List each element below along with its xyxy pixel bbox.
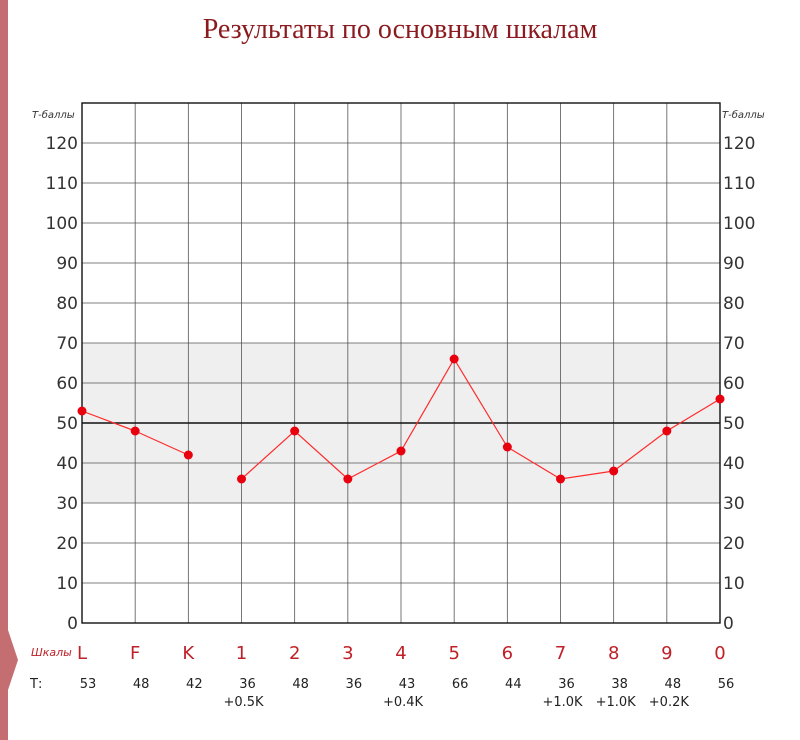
data-point-1 <box>237 474 246 484</box>
scale-label-5: 5 <box>448 643 459 664</box>
values-row-caption: Т: <box>29 677 42 692</box>
x-axis-caption: Шкалы <box>31 646 72 659</box>
data-point-4 <box>396 446 406 456</box>
left-accent-notch <box>8 630 18 690</box>
scale-correction-9: +0.2K <box>649 695 690 710</box>
y-tick-label-left: 90 <box>56 254 78 274</box>
scale-label-3: 3 <box>342 643 353 664</box>
data-point-9 <box>662 426 672 436</box>
y-tick-label-right: 70 <box>723 334 745 354</box>
y-tick-label-right: 90 <box>723 254 745 274</box>
scale-label-F: F <box>130 643 140 664</box>
scale-value-1: 36 <box>239 677 256 692</box>
scale-value-6: 44 <box>505 677 522 692</box>
scale-value-9: 48 <box>665 677 682 692</box>
y-tick-label-left: 100 <box>46 214 78 234</box>
y-axis-caption-left: Т-баллы <box>32 109 75 121</box>
scale-correction-1: +0.5K <box>223 695 264 710</box>
scale-value-4: 43 <box>399 677 416 692</box>
y-tick-label-right: 110 <box>723 174 755 194</box>
scale-correction-7: +1.0K <box>542 695 583 710</box>
scale-value-8: 38 <box>611 677 628 692</box>
y-tick-label-left: 20 <box>56 534 78 554</box>
y-tick-label-left: 120 <box>46 134 78 154</box>
plot-frame <box>81 102 721 624</box>
scale-label-L: L <box>77 643 87 664</box>
series-line-segment <box>241 357 721 480</box>
scale-label-9: 9 <box>661 643 672 664</box>
data-point-5 <box>449 354 459 364</box>
y-tick-label-right: 50 <box>723 414 745 434</box>
scale-value-3: 36 <box>346 677 363 692</box>
data-point-2 <box>290 426 300 436</box>
scale-label-1: 1 <box>236 643 247 664</box>
scale-label-8: 8 <box>608 643 619 664</box>
scale-correction-4: +0.4K <box>383 695 424 710</box>
scale-value-0: 56 <box>718 677 735 692</box>
y-tick-label-left: 60 <box>56 374 78 394</box>
y-tick-label-right: 40 <box>723 454 745 474</box>
data-point-L <box>77 406 87 416</box>
scale-label-0: 0 <box>714 643 725 664</box>
scale-label-2: 2 <box>289 643 300 664</box>
data-point-F <box>130 426 140 436</box>
data-point-8 <box>609 466 619 476</box>
chart-title: Результаты по основным шкалам <box>202 14 598 45</box>
y-tick-label-left: 30 <box>56 494 78 514</box>
y-tick-label-left: 110 <box>46 174 78 194</box>
scale-label-6: 6 <box>502 643 513 664</box>
y-tick-label-left: 80 <box>56 294 78 314</box>
y-tick-label-right: 10 <box>723 574 745 594</box>
scale-value-F: 48 <box>133 677 150 692</box>
data-point-0 <box>715 394 725 404</box>
y-tick-label-left: 50 <box>56 414 78 434</box>
y-tick-label-right: 120 <box>723 134 755 154</box>
y-tick-label-right: 60 <box>723 374 745 394</box>
scale-label-4: 4 <box>395 643 406 664</box>
scale-value-2: 48 <box>292 677 309 692</box>
y-tick-label-right: 20 <box>723 534 745 554</box>
y-tick-label-right: 100 <box>723 214 755 234</box>
scale-correction-8: +1.0K <box>596 695 637 710</box>
data-point-7 <box>556 474 565 484</box>
scale-value-L: 53 <box>80 677 97 692</box>
data-point-K <box>183 450 193 460</box>
y-tick-label-right: 80 <box>723 294 745 314</box>
y-tick-label-right: 0 <box>723 614 734 634</box>
y-axis-caption-right: Т-баллы <box>722 109 765 121</box>
scale-value-5: 66 <box>452 677 469 692</box>
data-point-6 <box>502 442 512 452</box>
y-tick-label-left: 0 <box>67 614 78 634</box>
data-point-3 <box>343 474 353 484</box>
y-tick-label-left: 70 <box>56 334 78 354</box>
scale-label-7: 7 <box>555 643 566 664</box>
scale-label-K: K <box>182 643 195 664</box>
y-tick-label-left: 10 <box>56 574 78 594</box>
left-accent-bar <box>0 0 8 740</box>
scale-value-7: 36 <box>558 677 575 692</box>
y-tick-label-right: 30 <box>723 494 745 514</box>
y-tick-label-left: 40 <box>56 454 78 474</box>
scale-value-K: 42 <box>186 677 203 692</box>
